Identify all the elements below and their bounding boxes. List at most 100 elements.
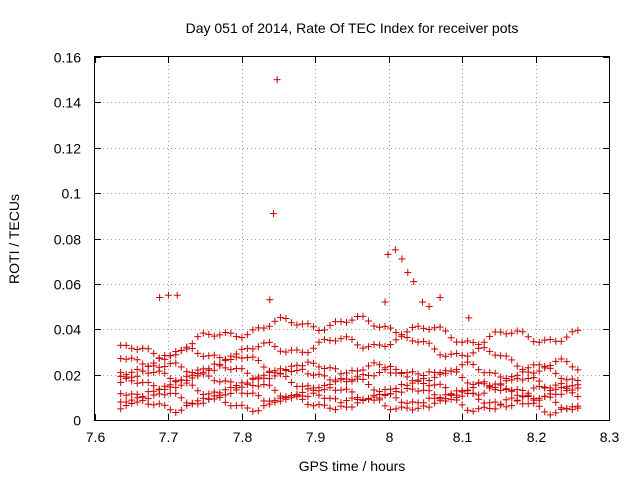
data-point: [342, 369, 350, 377]
data-point: [216, 354, 224, 362]
data-point: [425, 325, 433, 333]
data-point: [359, 312, 367, 320]
data-point: [491, 398, 499, 406]
data-point: [348, 377, 356, 385]
data-point: [552, 369, 560, 377]
data-point: [221, 386, 229, 394]
data-point: [238, 365, 246, 373]
data-point: [172, 377, 180, 385]
data-point: [431, 324, 439, 332]
data-point: [173, 291, 181, 299]
data-point: [194, 387, 202, 395]
data-point: [166, 406, 174, 414]
data-point: [315, 370, 323, 378]
data-point: [563, 405, 571, 413]
data-point: [293, 361, 301, 369]
data-point: [381, 342, 389, 350]
data-point: [486, 347, 494, 355]
data-point: [418, 298, 426, 306]
data-point: [557, 405, 565, 413]
data-point: [166, 352, 174, 360]
data-point: [161, 363, 169, 371]
data-point: [486, 382, 494, 390]
data-point: [546, 364, 554, 372]
data-point: [326, 394, 334, 402]
data-point: [156, 293, 164, 301]
data-point: [320, 401, 328, 409]
data-point: [205, 372, 213, 380]
axis-ticks: [95, 57, 610, 421]
y-tick-label: 0.04: [54, 322, 81, 338]
data-point: [243, 379, 251, 387]
data-point: [376, 323, 384, 331]
data-point: [348, 394, 356, 402]
data-point: [370, 393, 378, 401]
data-point: [436, 351, 444, 359]
data-point: [502, 403, 510, 411]
data-point: [249, 353, 257, 361]
data-point: [320, 364, 328, 372]
data-point: [414, 377, 422, 385]
y-tick-label: 0.06: [54, 277, 81, 293]
data-point: [238, 401, 246, 409]
data-point: [508, 401, 516, 409]
data-point: [326, 336, 334, 344]
data-point: [128, 354, 136, 362]
data-point: [133, 379, 141, 387]
data-point: [464, 358, 472, 366]
data-point: [337, 335, 345, 343]
data-point: [282, 367, 290, 375]
data-point: [497, 328, 505, 336]
data-point: [546, 411, 554, 419]
data-point: [276, 347, 284, 355]
data-point: [414, 338, 422, 346]
data-point: [194, 370, 202, 378]
data-point: [535, 402, 543, 410]
data-point: [326, 384, 334, 392]
data-point: [403, 404, 411, 412]
data-point: [304, 349, 312, 357]
data-point: [205, 330, 213, 338]
data-point: [331, 406, 339, 414]
data-point: [161, 391, 169, 399]
data-point: [150, 349, 158, 357]
data-point: [260, 402, 268, 410]
data-point: [535, 394, 543, 402]
data-point: [342, 397, 350, 405]
data-point: [249, 381, 257, 389]
data-point: [398, 388, 406, 396]
data-point: [155, 400, 163, 408]
data-point: [271, 343, 279, 351]
data-point: [139, 396, 147, 404]
data-point: [342, 333, 350, 341]
data-point: [122, 341, 130, 349]
data-point: [205, 395, 213, 403]
data-point: [122, 402, 130, 410]
data-point: [425, 403, 433, 411]
data-point: [497, 401, 505, 409]
data-point: [398, 403, 406, 411]
data-point: [541, 408, 549, 416]
data-point: [557, 390, 565, 398]
data-point: [409, 368, 417, 376]
x-tick-label: 7.9: [306, 429, 326, 445]
data-point: [519, 328, 527, 336]
data-point: [227, 366, 235, 374]
data-point: [546, 335, 554, 343]
data-point: [420, 399, 428, 407]
data-point: [348, 388, 356, 396]
data-point: [458, 361, 466, 369]
data-point: [513, 362, 521, 370]
data-point: [535, 382, 543, 390]
data-point: [164, 291, 172, 299]
data-point: [304, 320, 312, 328]
data-point: [320, 326, 328, 334]
data-point: [117, 355, 125, 363]
data-point: [431, 345, 439, 353]
data-point: [177, 406, 185, 414]
data-point: [282, 395, 290, 403]
data-point: [464, 406, 472, 414]
data-point: [304, 358, 312, 366]
data-point: [502, 374, 510, 382]
